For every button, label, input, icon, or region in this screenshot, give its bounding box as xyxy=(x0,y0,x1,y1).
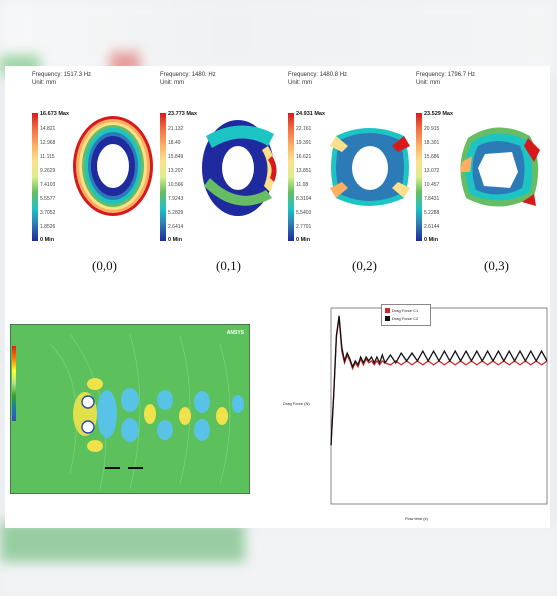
legend-tick: 5.5403 xyxy=(296,210,312,216)
unit-text: Unit: mm xyxy=(416,80,440,86)
legend-swatch xyxy=(385,316,390,322)
blurred-background-green-bottom xyxy=(0,522,245,562)
y-axis-label: Drag Force (N) xyxy=(283,401,310,406)
mode-panel-2: Frequency: 1480.8 Hz Unit: mm 24.931 Max… xyxy=(288,66,420,276)
legend-min: 0 Min xyxy=(168,237,183,243)
frequency-text: Frequency: 1517.3 Hz xyxy=(32,72,92,78)
legend-tick: 5.2288 xyxy=(424,210,440,216)
legend-swatch xyxy=(385,308,390,314)
mode-label: (0,2) xyxy=(352,258,377,273)
unit-text: Unit: mm xyxy=(160,80,184,86)
color-legend: 23.773 Max 21.132 18.49 15.849 13.207 10… xyxy=(160,111,198,243)
chart-legend: Drag Force C1 Drag Force C2 xyxy=(381,304,431,326)
series-line-1 xyxy=(330,317,548,446)
legend-tick: 7.9243 xyxy=(168,196,184,202)
x-axis-label: Flow time (s) xyxy=(405,516,428,521)
colorbar xyxy=(288,113,294,241)
legend-tick: 19.391 xyxy=(296,140,312,146)
legend-tick: 10.457 xyxy=(424,182,440,188)
legend-entry-c1: Drag Force C1 xyxy=(385,308,419,314)
mode-shape-3 xyxy=(460,127,540,207)
legend-min: 0 Min xyxy=(424,237,439,243)
legend-tick: 16.621 xyxy=(296,154,312,160)
legend-tick: 20.915 xyxy=(424,126,440,132)
cfd-colorbar xyxy=(12,346,16,421)
drag-force-plot: Drag Force C1 Drag Force C2 Drag Force (… xyxy=(283,296,551,528)
mode-label: (0,0) xyxy=(92,258,117,273)
mode-shape-2 xyxy=(330,128,410,206)
legend-tick: 1.8526 xyxy=(40,224,56,230)
ansys-logo: ANSYS xyxy=(226,330,244,336)
legend-tick: 11.08 xyxy=(296,182,309,188)
legend-tick: 2.7701 xyxy=(296,224,312,230)
legend-tick: 12.968 xyxy=(40,140,56,146)
legend-tick: 3.7052 xyxy=(40,210,56,216)
legend-min: 0 Min xyxy=(40,237,55,243)
unit-text: Unit: mm xyxy=(32,80,56,86)
frequency-text: Frequency: 1480. Hz xyxy=(160,72,216,78)
mode-shape-0 xyxy=(73,116,153,216)
legend-label: Drag Force C1 xyxy=(392,308,419,313)
legend-tick: 21.132 xyxy=(168,126,184,132)
legend-max: 23.773 Max xyxy=(168,111,198,117)
legend-tick: 5.2829 xyxy=(168,210,184,216)
colorbar xyxy=(32,113,38,241)
mode-panel-0: Frequency: 1517.3 Hz Unit: mm 16.673 Max… xyxy=(32,66,164,276)
mode-label: (0,1) xyxy=(216,258,241,273)
legend-tick: 2.6144 xyxy=(424,224,440,230)
cfd-contour-panel: ANSYS xyxy=(9,323,251,495)
legend-tick: 13.207 xyxy=(168,168,184,174)
legend-tick: 22.161 xyxy=(296,126,312,132)
legend-tick: 15.849 xyxy=(168,154,184,160)
legend-tick: 7.4103 xyxy=(40,182,56,188)
legend-tick: 18.301 xyxy=(424,140,440,146)
color-legend: 24.931 Max 22.161 19.391 16.621 13.851 1… xyxy=(288,111,326,243)
legend-tick: 13.072 xyxy=(424,168,440,174)
mode-panel-3: Frequency: 1796.7 Hz Unit: mm 23.529 Max… xyxy=(416,66,548,276)
legend-max: 23.529 Max xyxy=(424,111,454,117)
drag-force-chart xyxy=(330,307,548,505)
legend-tick: 10.566 xyxy=(168,182,184,188)
legend-tick: 14.821 xyxy=(40,126,56,132)
figure-card: Frequency: 1517.3 Hz Unit: mm 16.673 Max… xyxy=(5,66,550,528)
legend-tick: 2.6414 xyxy=(168,224,184,230)
legend-tick: 11.115 xyxy=(40,154,55,160)
plot-area xyxy=(330,307,548,505)
legend-tick: 9.2629 xyxy=(40,168,56,174)
legend-label: Drag Force C2 xyxy=(392,316,419,321)
legend-tick: 5.5577 xyxy=(40,196,56,202)
legend-tick: 8.3104 xyxy=(296,196,312,202)
legend-tick: 13.851 xyxy=(296,168,312,174)
legend-entry-c2: Drag Force C2 xyxy=(385,316,419,322)
legend-tick: 7.8431 xyxy=(424,196,440,202)
legend-max: 24.931 Max xyxy=(296,111,326,117)
frequency-text: Frequency: 1796.7 Hz xyxy=(416,72,476,78)
unit-text: Unit: mm xyxy=(288,80,312,86)
series-line-2 xyxy=(330,315,548,446)
color-legend: 16.673 Max 14.821 12.968 11.115 9.2629 7… xyxy=(32,111,70,243)
legend-tick: 15.686 xyxy=(424,154,440,160)
legend-tick: 18.49 xyxy=(168,140,181,146)
colorbar xyxy=(416,113,422,241)
mode-panel-1: Frequency: 1480. Hz Unit: mm 23.773 Max … xyxy=(160,66,292,276)
legend-min: 0 Min xyxy=(296,237,311,243)
mode-shape-1 xyxy=(202,120,277,216)
legend-max: 16.673 Max xyxy=(40,111,70,117)
mode-label: (0,3) xyxy=(484,258,509,273)
color-legend: 23.529 Max 20.915 18.301 15.686 13.072 1… xyxy=(416,111,454,243)
cfd-contour-plot xyxy=(9,323,251,495)
frequency-text: Frequency: 1480.8 Hz xyxy=(288,72,348,78)
blurred-background-top xyxy=(0,0,557,70)
colorbar xyxy=(160,113,166,241)
